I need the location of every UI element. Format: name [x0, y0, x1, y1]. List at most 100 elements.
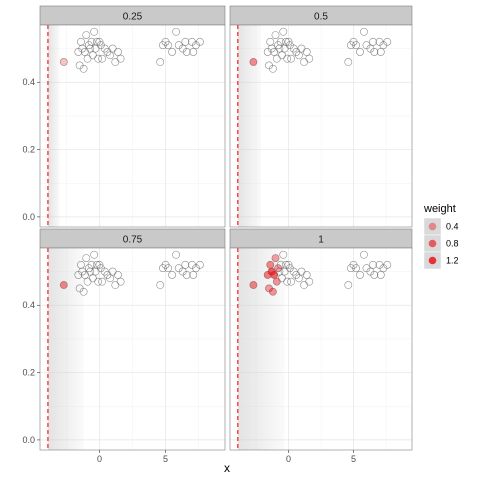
legend-swatch	[428, 239, 437, 248]
data-point	[283, 277, 292, 286]
data-point	[370, 48, 379, 56]
data-point	[266, 37, 275, 46]
data-point	[275, 44, 284, 53]
legend: weight 0.4 0.8 1.2	[423, 203, 459, 270]
panel-border	[39, 24, 226, 228]
facet-panel-1: 0.25 0.0 0.2 0.4	[22, 5, 226, 228]
data-point	[383, 260, 392, 269]
weighted-point	[269, 288, 277, 296]
weighted-point	[270, 271, 278, 279]
data-point	[156, 281, 165, 289]
data-point	[82, 31, 91, 39]
data-point	[94, 54, 103, 63]
data-point	[195, 37, 204, 46]
data-point	[98, 277, 107, 286]
shaded-region	[237, 248, 285, 450]
data-point	[352, 41, 360, 50]
data-point	[182, 48, 191, 56]
data-point	[95, 37, 104, 46]
x-tick-label: 0	[286, 454, 291, 464]
x-tick-label: 0	[97, 454, 102, 464]
data-point	[305, 54, 314, 63]
data-point	[181, 37, 190, 46]
facet-panel-2: 0.5	[229, 5, 413, 228]
data-point	[168, 48, 177, 56]
shaded-region	[47, 25, 60, 227]
data-point	[344, 58, 353, 66]
legend-title: weight	[423, 203, 456, 215]
data-point	[182, 271, 191, 279]
y-tick-label: 0.0	[22, 435, 35, 445]
data-point	[156, 58, 165, 66]
y-tick-label: 0.0	[22, 212, 35, 222]
data-point	[116, 54, 125, 63]
y-tick-label: 0.2	[22, 368, 35, 378]
weighted-point	[249, 58, 257, 66]
data-point	[276, 37, 285, 46]
weighted-point	[249, 281, 257, 289]
facet-strip-label: 0.25	[123, 12, 143, 23]
data-point	[376, 48, 385, 56]
facet-strip-label: 1	[318, 235, 324, 246]
data-point	[284, 37, 293, 46]
data-point	[172, 27, 181, 36]
legend-swatch	[428, 222, 437, 231]
data-point	[275, 267, 284, 276]
data-point	[116, 277, 125, 286]
y-tick-label: 0.2	[22, 145, 35, 155]
data-point	[181, 260, 190, 269]
data-point	[249, 281, 258, 289]
facet-strip-label: 0.75	[123, 235, 143, 246]
data-point	[168, 271, 177, 279]
data-point	[75, 61, 84, 70]
data-point	[287, 54, 295, 63]
data-point	[284, 260, 293, 269]
data-point	[287, 277, 295, 286]
facet-panel-3: 0.75 0.0 0.2 0.4 0 5	[22, 228, 226, 464]
data-point	[369, 37, 377, 46]
data-point	[189, 271, 198, 279]
data-point	[383, 37, 392, 46]
data-point	[90, 27, 99, 36]
facet-panel-4: 1 0 5	[229, 228, 413, 464]
data-point	[302, 48, 311, 56]
data-point	[59, 58, 68, 66]
facet-strip-label: 0.5	[314, 12, 328, 23]
data-point	[87, 37, 96, 46]
data-point	[90, 250, 99, 259]
data-point	[376, 271, 385, 279]
shaded-region	[237, 25, 262, 227]
data-point	[283, 54, 292, 63]
data-point	[249, 58, 258, 66]
data-point	[106, 51, 114, 60]
data-point	[114, 271, 122, 279]
weighted-point	[271, 254, 280, 262]
data-point	[359, 250, 368, 259]
data-point	[352, 264, 360, 273]
data-point	[271, 254, 280, 262]
data-point	[276, 260, 285, 269]
data-point	[265, 284, 273, 293]
x-axis-title: x	[224, 461, 230, 475]
weighted-point	[266, 261, 274, 269]
data-point	[94, 277, 103, 286]
weighted-point	[274, 264, 282, 272]
data-point	[106, 274, 114, 283]
data-point	[82, 254, 91, 262]
data-point	[172, 250, 181, 259]
y-tick-label: 0.4	[22, 300, 35, 310]
data-point	[164, 41, 173, 50]
data-point	[195, 260, 204, 269]
legend-label: 1.2	[446, 256, 459, 266]
shaded-region	[47, 248, 84, 450]
data-point	[87, 260, 96, 269]
data-point	[356, 48, 364, 56]
data-point	[294, 51, 303, 60]
data-point	[265, 61, 273, 70]
data-point	[164, 264, 173, 273]
weighted-point	[265, 284, 273, 292]
data-point	[279, 250, 288, 259]
data-point	[359, 27, 368, 36]
panel-border	[229, 24, 413, 228]
